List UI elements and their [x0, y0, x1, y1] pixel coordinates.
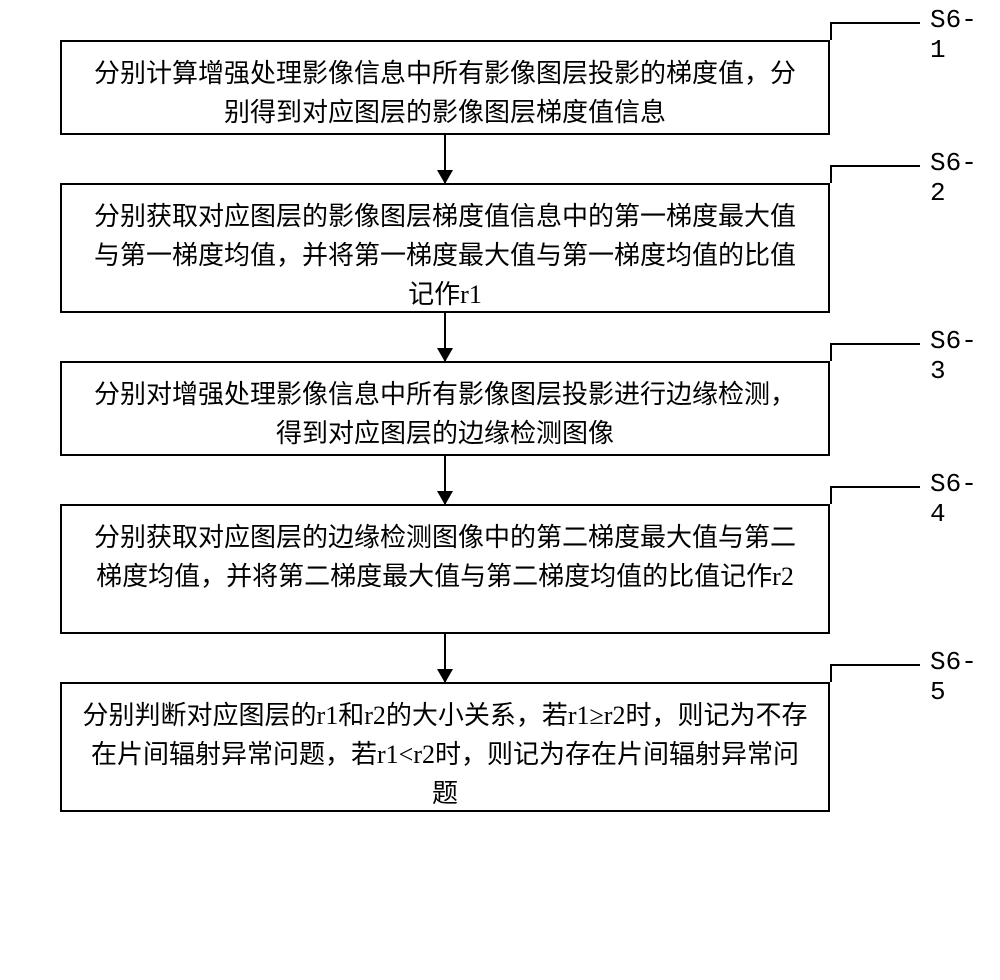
- step-text-4: 分别获取对应图层的边缘检测图像中的第二梯度最大值与第二梯度均值，并将第二梯度最大…: [94, 523, 796, 591]
- step-label-text-1: S6-1: [930, 5, 977, 65]
- label-connector-vert-3: [830, 343, 832, 361]
- step-label-2: S6-2: [930, 148, 977, 208]
- label-connector-vert-5: [830, 664, 832, 682]
- step-label-text-2: S6-2: [930, 148, 977, 208]
- arrow-2: [444, 313, 446, 361]
- flowchart-container: 分别计算增强处理影像信息中所有影像图层投影的梯度值，分别得到对应图层的影像图层梯…: [60, 40, 830, 812]
- step-label-4: S6-4: [930, 469, 977, 529]
- step-label-3: S6-3: [930, 326, 977, 386]
- arrow-1: [444, 135, 446, 183]
- label-connector-vert-1: [830, 22, 832, 40]
- label-connector-4: [830, 486, 920, 488]
- step-text-5: 分别判断对应图层的r1和r2的大小关系，若r1≥r2时，则记为不存在片间辐射异常…: [83, 701, 808, 808]
- step-label-text-3: S6-3: [930, 326, 977, 386]
- step-text-2: 分别获取对应图层的影像图层梯度值信息中的第一梯度最大值与第一梯度均值，并将第一梯…: [94, 202, 796, 309]
- step-label-text-5: S6-5: [930, 647, 977, 707]
- step-box-3: 分别对增强处理影像信息中所有影像图层投影进行边缘检测，得到对应图层的边缘检测图像: [60, 361, 830, 456]
- label-connector-vert-4: [830, 486, 832, 504]
- step-box-5: 分别判断对应图层的r1和r2的大小关系，若r1≥r2时，则记为不存在片间辐射异常…: [60, 682, 830, 812]
- label-connector-2: [830, 165, 920, 167]
- step-label-5: S6-5: [930, 647, 977, 707]
- arrow-head-4: [437, 669, 453, 683]
- step-label-1: S6-1: [930, 5, 977, 65]
- label-connector-vert-2: [830, 165, 832, 183]
- step-text-1: 分别计算增强处理影像信息中所有影像图层投影的梯度值，分别得到对应图层的影像图层梯…: [94, 59, 796, 127]
- arrow-3: [444, 456, 446, 504]
- arrow-4: [444, 634, 446, 682]
- label-connector-1: [830, 22, 920, 24]
- step-box-1: 分别计算增强处理影像信息中所有影像图层投影的梯度值，分别得到对应图层的影像图层梯…: [60, 40, 830, 135]
- arrow-head-3: [437, 491, 453, 505]
- label-connector-5: [830, 664, 920, 666]
- step-label-text-4: S6-4: [930, 469, 977, 529]
- step-box-4: 分别获取对应图层的边缘检测图像中的第二梯度最大值与第二梯度均值，并将第二梯度最大…: [60, 504, 830, 634]
- step-text-3: 分别对增强处理影像信息中所有影像图层投影进行边缘检测，得到对应图层的边缘检测图像: [94, 380, 796, 448]
- label-connector-3: [830, 343, 920, 345]
- arrow-head-2: [437, 348, 453, 362]
- arrow-head-1: [437, 170, 453, 184]
- step-box-2: 分别获取对应图层的影像图层梯度值信息中的第一梯度最大值与第一梯度均值，并将第一梯…: [60, 183, 830, 313]
